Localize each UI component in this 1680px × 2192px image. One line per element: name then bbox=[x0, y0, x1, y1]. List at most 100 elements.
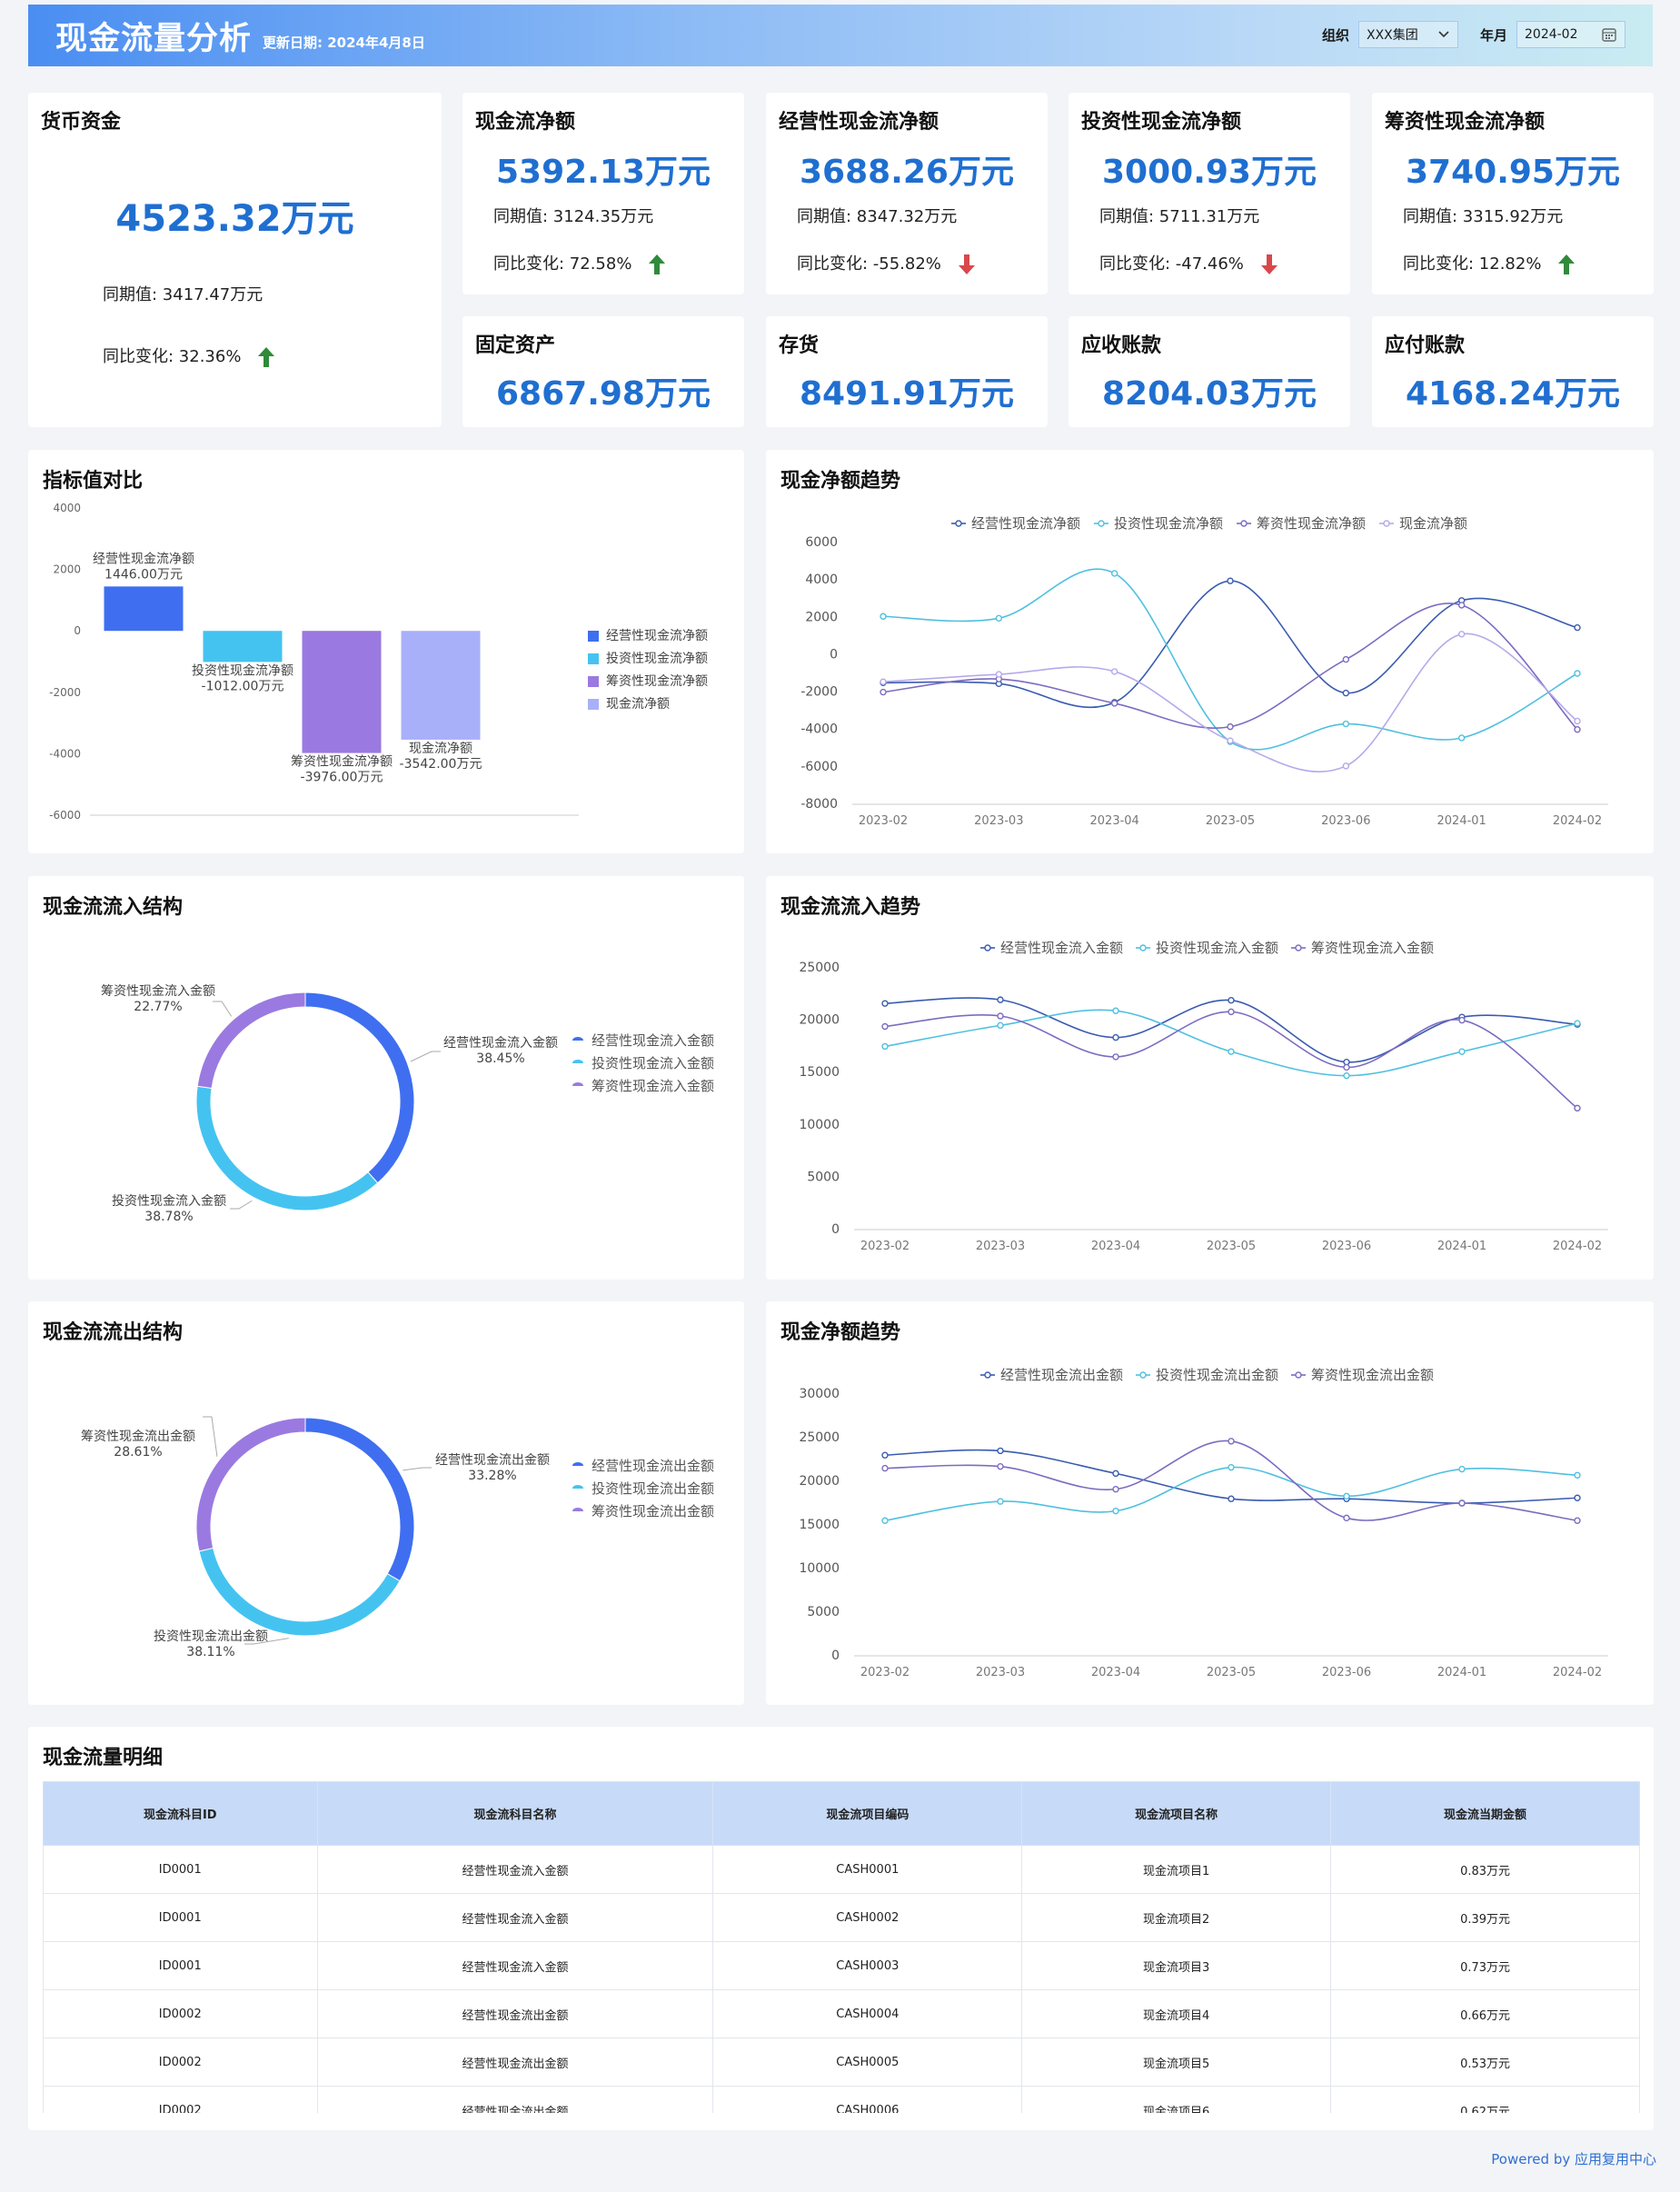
legend-marker bbox=[1139, 944, 1147, 952]
kpi-yoy-text: 同比变化: -47.46% bbox=[1099, 254, 1244, 274]
panel-detail-table: 现金流量明细 现金流科目ID 现金流科目名称 现金流项目编码 现金流项目名称 现… bbox=[28, 1727, 1654, 2130]
data-point bbox=[997, 1498, 1004, 1505]
arrow-up-icon bbox=[258, 347, 275, 367]
kpi-prev: 同期值: 3124.35万元 bbox=[493, 207, 654, 226]
data-point bbox=[1457, 602, 1466, 609]
kpi-card-investing: 投资性现金流净额 3000.93万元 同期值: 5711.31万元 同比变化: … bbox=[1069, 93, 1350, 294]
table-cell: CASH0006 bbox=[712, 2086, 1023, 2113]
x-tick-label: 2024-01 bbox=[1437, 1666, 1486, 1679]
panel-title: 现金流流出结构 bbox=[43, 1321, 184, 1344]
data-point bbox=[1342, 720, 1350, 728]
x-tick-label: 2023-06 bbox=[1322, 1240, 1371, 1253]
compare-bar-chart: 400020000-2000-4000-6000经营性现金流净额1446.00万… bbox=[49, 502, 708, 822]
table-cell: 现金流项目6 bbox=[1021, 2086, 1332, 2113]
bar-category-label: 筹资性现金流净额 bbox=[291, 754, 393, 770]
bar-value-label: 1446.00万元 bbox=[104, 567, 183, 582]
table-cell: ID0001 bbox=[43, 1893, 318, 1942]
legend-label: 投资性现金流入金额 bbox=[591, 1055, 714, 1071]
table-cell: 现金流项目1 bbox=[1021, 1845, 1332, 1894]
ym-label: 年月 bbox=[1479, 26, 1507, 44]
x-tick-label: 2023-03 bbox=[976, 1666, 1025, 1679]
table-cell: 经营性现金流入金额 bbox=[316, 1893, 714, 1942]
arrow-down-icon bbox=[958, 254, 975, 274]
y-tick-label: 25000 bbox=[799, 961, 840, 975]
y-tick-label: -6000 bbox=[800, 760, 838, 774]
legend-label: 经营性现金流净额 bbox=[971, 515, 1080, 532]
table-cell: ID0002 bbox=[43, 2086, 318, 2113]
data-point bbox=[881, 1022, 889, 1031]
y-tick-label: 5000 bbox=[807, 1170, 840, 1184]
net-trend-line-chart: 6000 4000 2000 0 -2000 -4000 -6000 -8000 2023-02… bbox=[800, 515, 1608, 828]
table-row[interactable]: ID0002 经营性现金流出金额 CASH0005 现金流项目5 0.53万元 bbox=[43, 2038, 1640, 2087]
legend-label: 筹资性现金流净额 bbox=[1257, 515, 1366, 532]
arrow-down-icon bbox=[1260, 254, 1277, 274]
table-scroll-area[interactable]: 现金流科目ID 现金流科目名称 现金流项目编码 现金流项目名称 现金流当期金额 … bbox=[28, 1727, 1654, 2113]
ym-date-picker[interactable]: 2024-02 bbox=[1516, 21, 1625, 48]
table-row[interactable]: ID0001 经营性现金流入金额 CASH0003 现金流项目3 0.73万元 bbox=[43, 1941, 1640, 1990]
kpi-value: 8491.91万元 bbox=[800, 375, 1014, 413]
x-tick-label: 2024-02 bbox=[1553, 1666, 1602, 1679]
legend-swatch bbox=[588, 699, 599, 710]
x-tick-label: 2023-05 bbox=[1207, 1240, 1256, 1253]
org-select[interactable]: XXX集团 bbox=[1357, 21, 1458, 48]
leader-line bbox=[244, 1638, 289, 1645]
legend-label: 筹资性现金流出金额 bbox=[591, 1503, 714, 1519]
y-tick-label: 4000 bbox=[53, 502, 81, 514]
y-tick-label: 25000 bbox=[799, 1430, 840, 1445]
col-header[interactable]: 现金流项目编码 bbox=[712, 1781, 1023, 1846]
table-cell: CASH0003 bbox=[712, 1941, 1023, 1990]
data-point bbox=[1227, 737, 1234, 744]
legend-label: 投资性现金流净额 bbox=[606, 652, 708, 666]
legend-label: 筹资性现金流净额 bbox=[606, 673, 708, 689]
col-header[interactable]: 现金流科目名称 bbox=[316, 1781, 714, 1846]
data-point bbox=[881, 1042, 889, 1051]
table-row[interactable]: ID0002 经营性现金流出金额 CASH0006 现金流项目6 0.62万元 bbox=[43, 2086, 1640, 2113]
col-header[interactable]: 现金流当期金额 bbox=[1330, 1781, 1640, 1846]
table-cell: 0.39万元 bbox=[1330, 1893, 1640, 1942]
col-header[interactable]: 现金流项目名称 bbox=[1021, 1781, 1332, 1846]
table-cell: ID0001 bbox=[43, 1845, 318, 1894]
kpi-yoy-text: 同比变化: 72.58% bbox=[493, 254, 632, 274]
table-row[interactable]: ID0001 经营性现金流入金额 CASH0002 现金流项目2 0.39万元 bbox=[43, 1893, 1640, 1942]
data-point bbox=[881, 1517, 889, 1524]
table-row[interactable]: ID0001 经营性现金流入金额 CASH0001 现金流项目1 0.83万元 bbox=[43, 1845, 1640, 1894]
table-cell: 现金流项目2 bbox=[1021, 1893, 1332, 1942]
data-point bbox=[1112, 1053, 1119, 1061]
header-bar: 现金流量分析 更新日期: 2024年4月8日 组织 XXX集团 年月 2024-… bbox=[28, 5, 1653, 66]
col-header[interactable]: 现金流科目ID bbox=[43, 1781, 318, 1846]
data-point bbox=[881, 1000, 889, 1007]
slice-percent-label: 38.78% bbox=[144, 1210, 193, 1224]
table-cell: 0.66万元 bbox=[1330, 1989, 1640, 2038]
slice-percent-label: 28.61% bbox=[114, 1445, 162, 1460]
y-tick-label: 0 bbox=[831, 1222, 840, 1237]
x-tick-label: 2023-06 bbox=[1322, 1666, 1371, 1679]
data-point bbox=[1112, 1033, 1119, 1041]
slice-percent-label: 38.11% bbox=[186, 1645, 234, 1659]
kpi-title: 现金流净额 bbox=[475, 111, 576, 134]
data-point bbox=[1343, 1071, 1350, 1080]
bar-category-label: 投资性现金流净额 bbox=[192, 663, 293, 678]
panel-title: 现金净额趋势 bbox=[780, 1321, 901, 1344]
data-point bbox=[1228, 1008, 1235, 1016]
data-point bbox=[1457, 631, 1466, 638]
arrow-up-icon bbox=[649, 254, 666, 274]
kpi-prev: 同期值: 8347.32万元 bbox=[797, 207, 958, 226]
leader-line bbox=[230, 1200, 253, 1210]
footer-powered-by[interactable]: Powered by 应用复用中心 bbox=[1491, 2151, 1656, 2167]
kpi-value: 8204.03万元 bbox=[1102, 375, 1317, 413]
legend-label: 投资性现金流出金额 bbox=[1156, 1367, 1278, 1383]
series-line bbox=[882, 580, 1578, 709]
kpi-yoy-text: 同比变化: 12.82% bbox=[1403, 254, 1542, 274]
data-point bbox=[1574, 1494, 1581, 1501]
table-row[interactable]: ID0002 经营性现金流出金额 CASH0004 现金流项目4 0.66万元 bbox=[43, 1989, 1640, 2038]
y-tick-label: 2000 bbox=[53, 563, 81, 576]
data-point bbox=[1574, 1517, 1581, 1524]
data-point bbox=[995, 671, 1003, 678]
calendar-icon bbox=[1602, 28, 1616, 42]
table-cell: 经营性现金流出金额 bbox=[316, 1989, 714, 2038]
kpi-value: 5392.13万元 bbox=[496, 154, 711, 191]
kpi-title: 应收账款 bbox=[1081, 334, 1162, 357]
table-cell: 现金流项目4 bbox=[1021, 1989, 1332, 2038]
table-cell: 现金流项目3 bbox=[1021, 1941, 1332, 1990]
